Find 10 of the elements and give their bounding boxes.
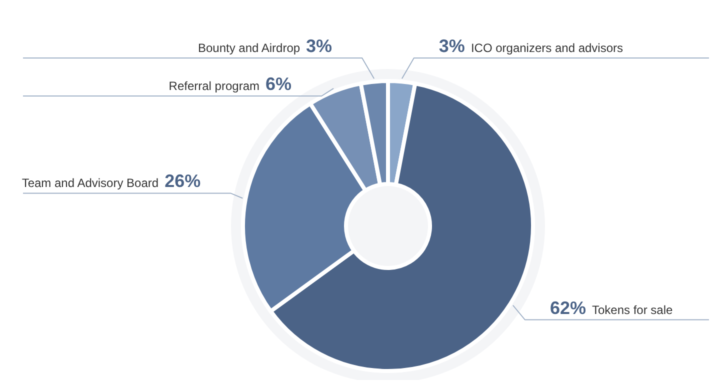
data-label: 62% bbox=[550, 298, 586, 318]
slice-label: Tokens for sale bbox=[592, 302, 674, 317]
slice-label: Bounty and Airdrop bbox=[198, 41, 300, 55]
slice-label: ICO organizers and advisors bbox=[470, 41, 624, 55]
slice-label: Referral program bbox=[168, 79, 260, 93]
data-label: 26% bbox=[164, 171, 201, 192]
slice-label: Team and Advisory Board bbox=[22, 176, 159, 190]
data-label: 3% bbox=[306, 36, 332, 56]
data-label: 3% bbox=[438, 36, 465, 56]
data-label: 6% bbox=[266, 74, 292, 94]
